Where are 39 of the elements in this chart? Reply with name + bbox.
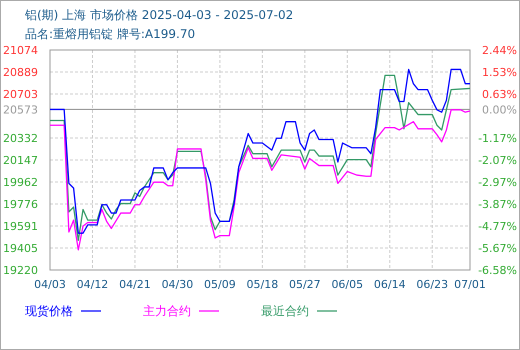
chart-title: 铝(期) 上海 市场价格 2025-04-03 - 2025-07-02 — [24, 8, 294, 22]
y-tick-label: 19591 — [3, 220, 38, 233]
y2-tick-label: 0.00% — [482, 104, 517, 117]
y-tick-label: 20332 — [3, 132, 38, 146]
x-tick-label: 06/14 — [374, 278, 406, 291]
x-tick-label: 07/01 — [454, 278, 486, 291]
y2-tick-label: -5.67% — [478, 242, 517, 255]
line-series — [49, 109, 471, 250]
x-tick-label: 05/18 — [246, 278, 278, 291]
y-tick-label: 19220 — [3, 264, 38, 277]
legend-label: 最近合约 — [261, 304, 309, 318]
legend-label: 主力合约 — [143, 304, 191, 318]
y-tick-label: 20703 — [3, 88, 38, 102]
x-tick-label: 05/09 — [204, 278, 236, 291]
y-tick-label: 19776 — [3, 198, 38, 212]
chart-subtitle: 品名:重熔用铝锭 牌号:A199.70 — [25, 27, 196, 41]
x-tick-label: 05/27 — [288, 278, 321, 291]
y-tick-label: 20889 — [3, 66, 38, 79]
y2-tick-label: -6.58% — [478, 264, 517, 277]
y2-tick-label: 2.44% — [482, 44, 517, 57]
y2-tick-label: 0.63% — [482, 88, 517, 102]
y2-tick-label: 1.53% — [482, 66, 517, 80]
y-tick-label: 21074 — [3, 44, 38, 57]
y2-tick-label: -2.97% — [478, 176, 517, 189]
x-tick-label: 06/05 — [331, 278, 364, 291]
y-tick-label: 19405 — [3, 242, 38, 256]
x-tick-label: 04/30 — [162, 278, 194, 291]
y2-tick-label: -1.17% — [478, 132, 517, 146]
x-tick-label: 06/23 — [416, 278, 448, 291]
y-tick-label: 20573 — [3, 103, 38, 116]
y2-tick-label: -3.87% — [478, 198, 517, 211]
y2-tick-label: -2.07% — [478, 154, 517, 167]
y2-tick-label: -4.77% — [478, 220, 517, 233]
x-tick-label: 04/12 — [76, 278, 108, 291]
x-tick-label: 04/21 — [119, 278, 151, 291]
legend-label: 现货价格 — [25, 304, 73, 318]
y-tick-label: 20147 — [3, 154, 38, 167]
x-tick-label: 04/03 — [34, 278, 66, 291]
y-tick-label: 19962 — [3, 176, 38, 189]
